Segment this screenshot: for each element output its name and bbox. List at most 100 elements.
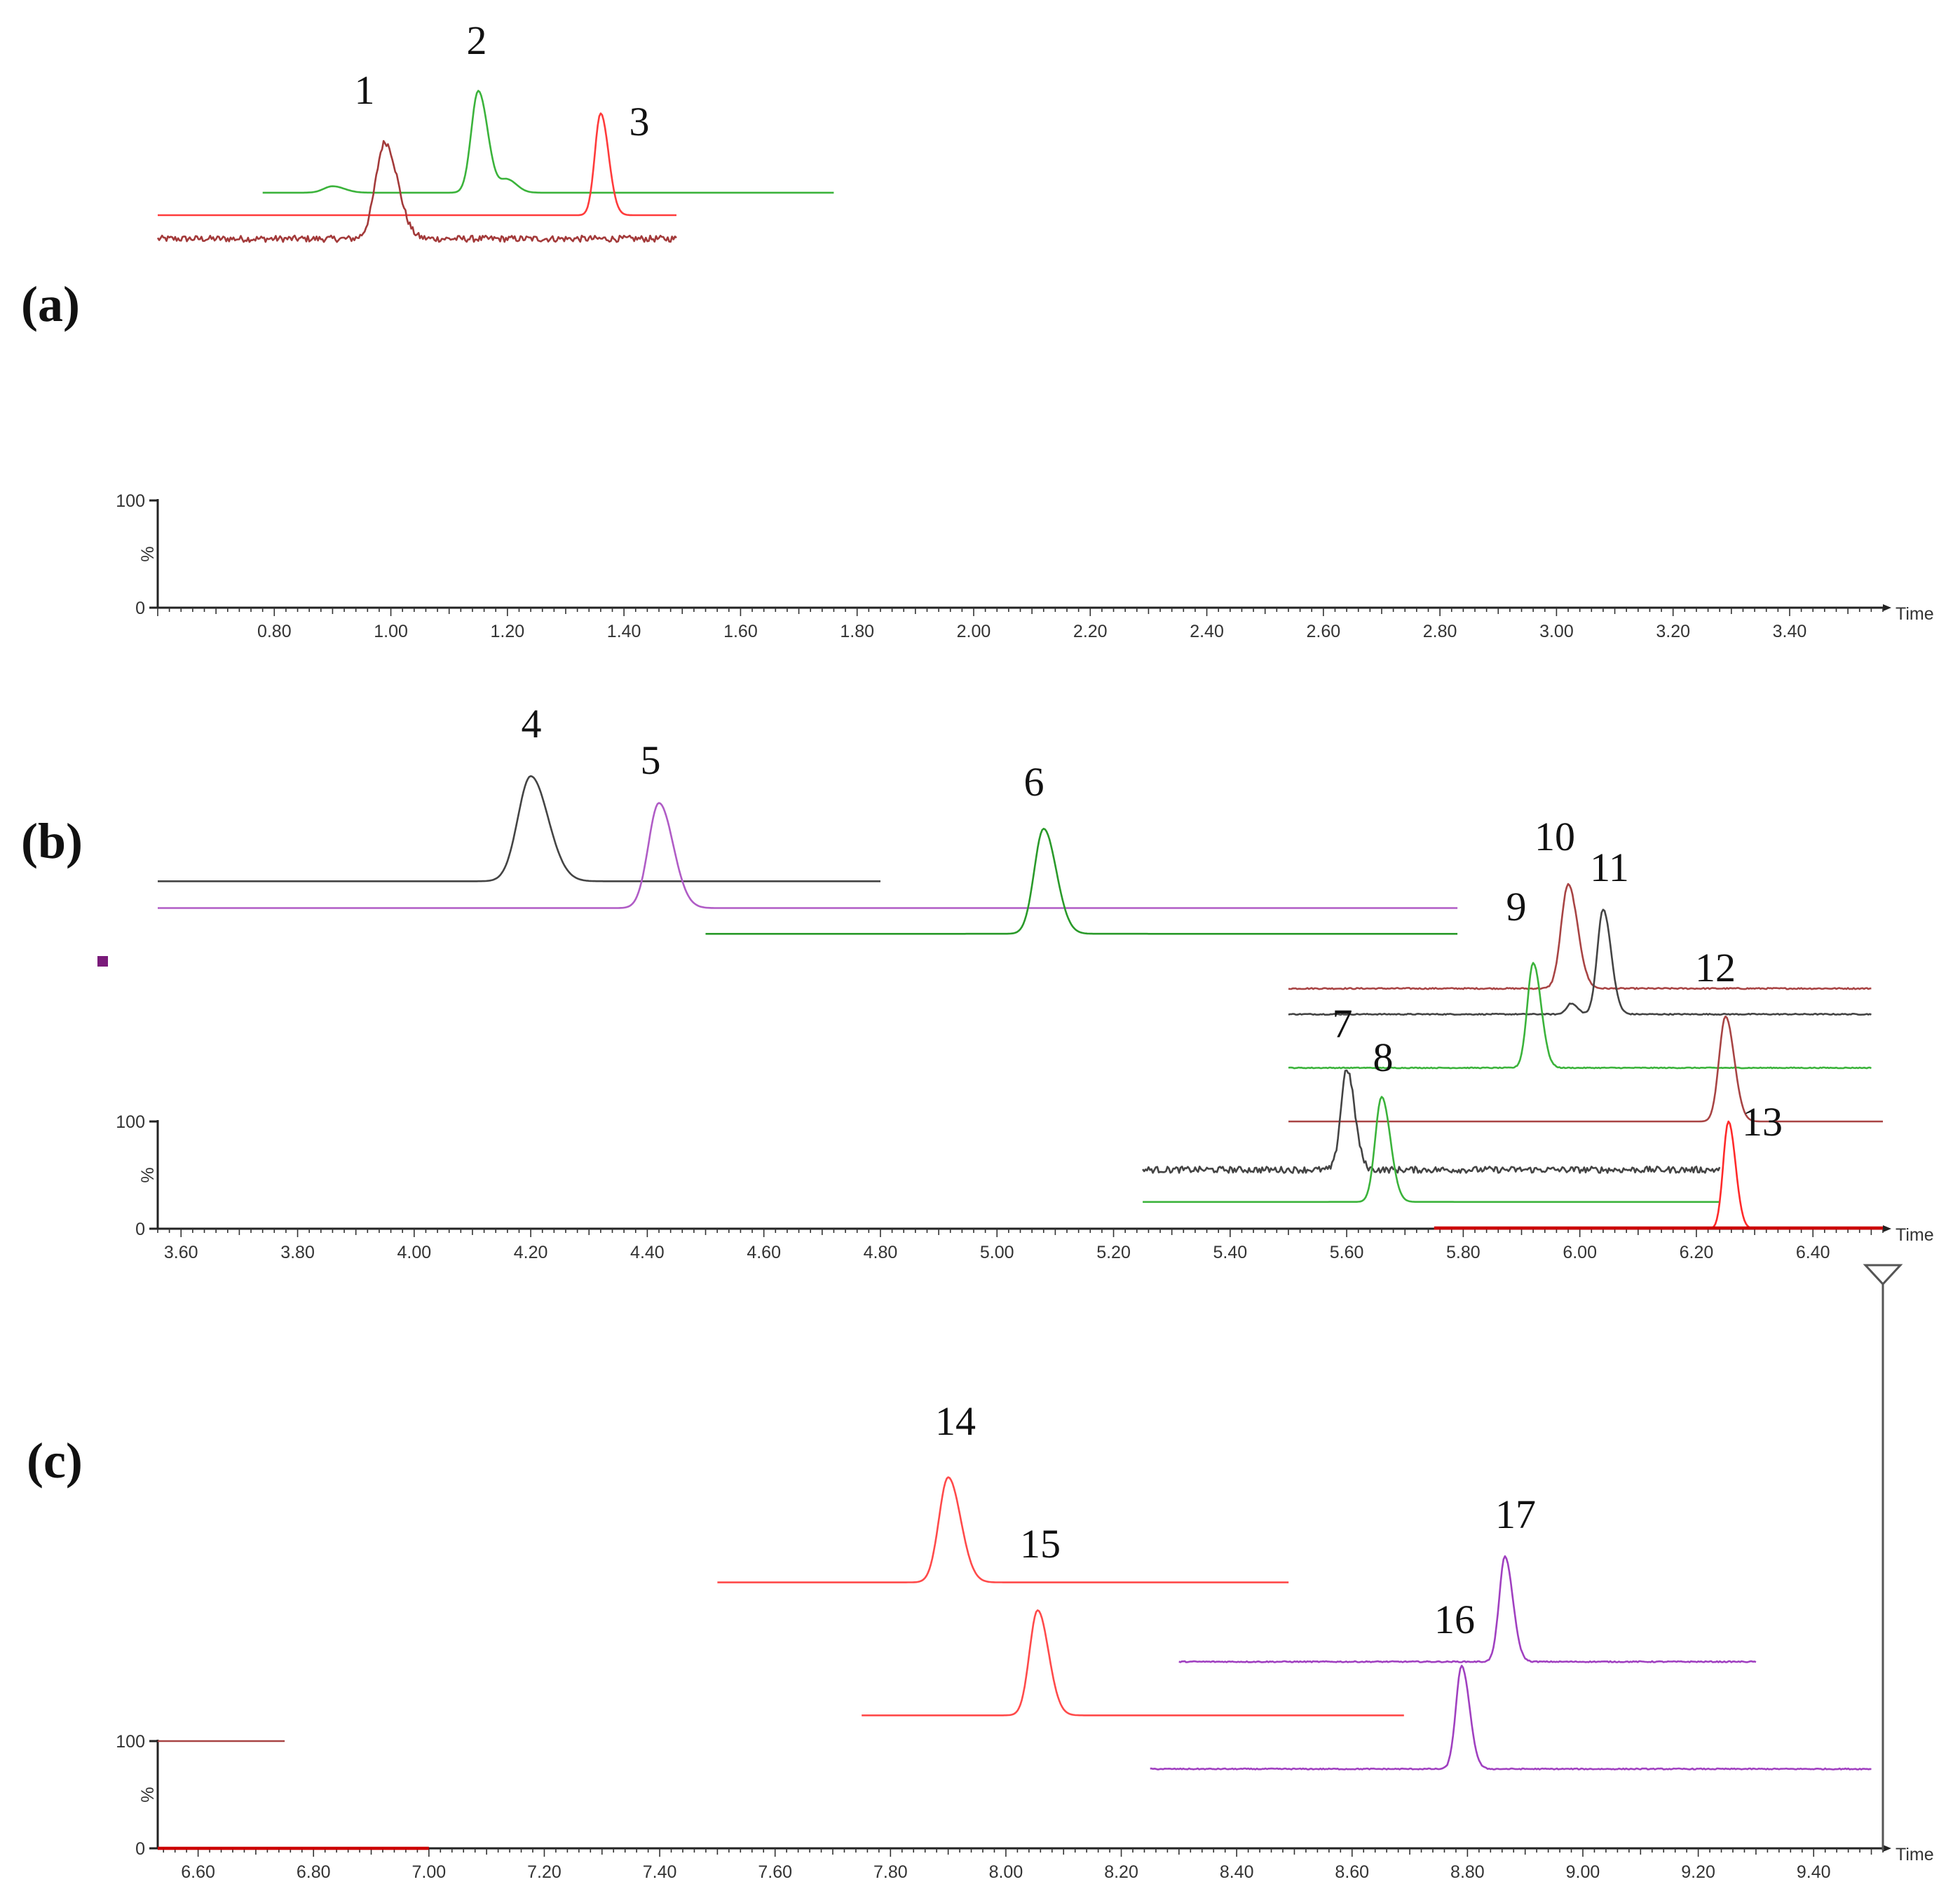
x-tick-label: 4.60: [747, 1243, 781, 1262]
y-tick-label-100: 100: [116, 1112, 145, 1132]
x-tick-label: 5.20: [1096, 1243, 1131, 1262]
x-tick-label: 6.60: [181, 1862, 215, 1882]
x-tick-label: 5.60: [1330, 1243, 1364, 1262]
x-tick-label: 7.40: [643, 1862, 677, 1882]
x-tick-label: 8.40: [1220, 1862, 1254, 1882]
panel-a: 100 0% 0.80 1.00 1.20 1.40 1.60 1.80 2.00 2.20 2.4…: [116, 18, 1933, 641]
x-tick-label: 2.60: [1307, 622, 1341, 641]
x-tick-label: 8.60: [1335, 1862, 1369, 1882]
peak-label-10: 10: [1534, 814, 1575, 859]
peak-label-9: 9: [1506, 884, 1527, 929]
x-tick-label: 2.20: [1073, 622, 1108, 641]
x-tick-label: 2.40: [1190, 622, 1224, 641]
peak-label-4: 4: [522, 701, 542, 746]
trace-c-4: [1150, 1665, 1872, 1771]
trace-b-3: [705, 828, 1458, 935]
peak-label-17: 17: [1495, 1492, 1536, 1537]
x-tick-label: 9.00: [1566, 1862, 1600, 1882]
peak-label-13: 13: [1742, 1099, 1783, 1145]
y-axis-label: %: [138, 546, 158, 561]
x-tick-label: 3.60: [164, 1243, 198, 1262]
x-tick-label: 4.00: [397, 1243, 431, 1262]
trace-b-4: [1288, 882, 1872, 990]
x-axis-label: Time: [1896, 604, 1934, 624]
x-tick-label: 7.20: [527, 1862, 562, 1882]
x-tick-label: 9.20: [1681, 1862, 1715, 1882]
trace-c-3: [1178, 1555, 1757, 1663]
peak-label-15: 15: [1020, 1521, 1061, 1567]
trace-c-1: [717, 1476, 1289, 1583]
y-tick-label-100: 100: [116, 1732, 145, 1752]
x-tick-label: 8.80: [1450, 1862, 1485, 1882]
x-tick-label: 1.40: [607, 622, 641, 641]
trace-b-2: [158, 802, 1458, 909]
trace-b-5: [1288, 908, 1872, 1016]
x-tick-label: 6.40: [1796, 1243, 1830, 1262]
x-axis-arrow: [1883, 1845, 1891, 1852]
panel-b: 100 0% 3.60 3.80 4.00 4.20 4.40 4.60 4.80 5.00 5.2…: [116, 701, 1933, 1262]
peak-label-12: 12: [1695, 945, 1736, 990]
x-tick-label: 1.80: [840, 622, 874, 641]
peak-label-8: 8: [1373, 1035, 1394, 1080]
x-tick-label: 6.20: [1680, 1243, 1714, 1262]
x-axis-label: Time: [1896, 1845, 1934, 1864]
x-tick-label: 8.00: [989, 1862, 1023, 1882]
x-tick-label: 8.20: [1104, 1862, 1138, 1882]
y-axis-label: %: [138, 1167, 158, 1182]
x-tick-label: 1.20: [491, 622, 525, 641]
x-tick-label: 6.00: [1563, 1243, 1597, 1262]
trace-b-1: [158, 775, 880, 882]
peak-label-3: 3: [629, 99, 650, 144]
x-tick-label: 0.80: [257, 622, 292, 641]
x-axis-label: Time: [1896, 1225, 1934, 1245]
panel-label-b: (b): [21, 813, 83, 869]
trace-a-3: [156, 139, 677, 243]
x-axis-arrow: [1883, 604, 1891, 611]
x-tick-label: 5.80: [1446, 1243, 1481, 1262]
trace-b-6: [1288, 962, 1872, 1070]
x-tick-label: 1.60: [723, 622, 758, 641]
x-axis-arrow: [1883, 1225, 1891, 1232]
panel-c: 100 0% 6.60 6.80 7.00 7.20 7.40 7.60 7.80 8.00 8.2…: [116, 1398, 1933, 1882]
x-tick-label: 3.20: [1656, 622, 1690, 641]
bracket-triangle-marker: [1863, 1264, 1903, 1286]
peak-label-1: 1: [355, 67, 375, 113]
x-tick-label: 7.80: [873, 1862, 908, 1882]
trace-c-2: [862, 1609, 1404, 1717]
x-tick-label: 7.00: [412, 1862, 447, 1882]
x-tick-label: 9.40: [1797, 1862, 1831, 1882]
trace-b-9: [1143, 1096, 1720, 1203]
legend-marker: [97, 956, 108, 967]
x-tick-label: 7.60: [758, 1862, 792, 1882]
y-tick-label-0: 0: [135, 1220, 145, 1239]
y-tick-label-100: 100: [116, 491, 145, 511]
panel-label-c: (c): [27, 1433, 83, 1489]
x-tick-label: 5.00: [980, 1243, 1014, 1262]
trace-b-10: [1434, 1120, 1883, 1230]
x-tick-label: 2.80: [1423, 622, 1457, 641]
peak-label-11: 11: [1590, 845, 1629, 890]
x-tick-label: 5.40: [1213, 1243, 1247, 1262]
x-tick-label: 4.80: [864, 1243, 898, 1262]
x-tick-label: 2.00: [957, 622, 991, 641]
x-tick-label: 4.40: [630, 1243, 665, 1262]
peak-label-2: 2: [467, 18, 487, 63]
peak-label-14: 14: [935, 1398, 976, 1444]
x-tick-label: 6.80: [297, 1862, 331, 1882]
peak-label-5: 5: [641, 737, 661, 783]
peak-label-16: 16: [1434, 1597, 1475, 1642]
peak-label-6: 6: [1024, 759, 1044, 805]
x-tick-label: 3.00: [1539, 622, 1574, 641]
y-tick-label-0: 0: [135, 599, 145, 618]
trace-b-8: [1142, 1069, 1721, 1174]
x-tick-label: 1.00: [374, 622, 408, 641]
trace-a-2: [158, 112, 676, 217]
y-axis-label: %: [138, 1787, 158, 1802]
trace-a-1: [262, 90, 834, 194]
x-tick-label: 3.80: [280, 1243, 315, 1262]
panel-label-a: (a): [21, 276, 80, 332]
x-tick-label: 3.40: [1773, 622, 1807, 641]
y-tick-label-0: 0: [135, 1839, 145, 1859]
peak-label-7: 7: [1333, 1001, 1353, 1046]
